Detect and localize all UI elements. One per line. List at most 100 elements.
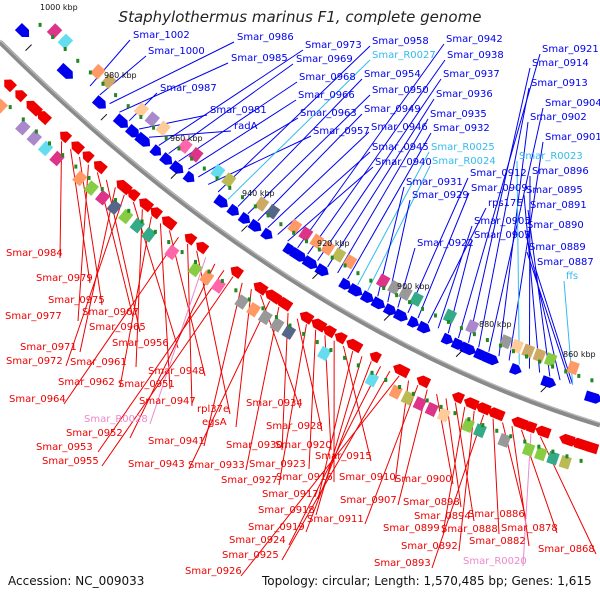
minor-tick <box>356 271 360 276</box>
minor-tick <box>63 47 67 52</box>
forward-gene-arrow <box>392 308 408 322</box>
scale-label: 860 kbp <box>563 350 596 359</box>
cog-category-block <box>221 172 237 188</box>
minor-tick <box>190 156 194 161</box>
cog-category-block <box>106 199 122 215</box>
reverse-gene-arrow <box>184 233 198 246</box>
label-connector <box>245 306 280 471</box>
reverse-gene-arrow <box>139 198 155 213</box>
scale-tick-major <box>455 350 463 358</box>
forward-gene-arrow <box>260 227 273 240</box>
label-connector <box>135 209 143 368</box>
cog-category-block <box>521 442 536 457</box>
minor-tick <box>317 247 321 252</box>
scale-tick-major <box>383 314 391 321</box>
minor-tick <box>114 93 118 98</box>
cog-category-block <box>254 196 270 212</box>
reverse-gene-arrow <box>487 407 506 422</box>
minor-tick <box>113 198 117 203</box>
gene-label: Smar_0914 <box>532 58 589 69</box>
gene-labels: Smar_1002 Smar_1000 Smar_0986 Smar_0985 Smar… <box>5 30 600 577</box>
gene-label: radA <box>234 121 258 132</box>
minor-tick <box>467 417 471 422</box>
gene-label: Smar_0920 <box>275 440 332 451</box>
forward-gene-arrow <box>237 211 251 224</box>
reverse-gene-arrow <box>93 160 108 175</box>
cog-category-block <box>364 372 380 388</box>
minor-tick <box>370 370 374 375</box>
cog-category-block <box>72 170 88 187</box>
reverse-gene-arrow <box>253 281 269 296</box>
minor-tick <box>167 240 171 245</box>
minor-tick <box>34 129 38 134</box>
minor-tick <box>180 250 184 255</box>
label-connector <box>417 192 470 319</box>
cog-category-block <box>83 180 99 196</box>
cog-category-block <box>473 423 487 439</box>
label-connector <box>119 62 229 113</box>
map-title: Staphylothermus marinus F1, complete gen… <box>118 8 482 26</box>
label-connector <box>508 141 544 361</box>
forward-gene-arrow <box>56 62 73 79</box>
reverse-gene-arrow <box>276 297 294 312</box>
label-connector <box>516 160 520 365</box>
minor-tick <box>577 373 581 378</box>
reverse-gene-arrow <box>535 425 552 439</box>
cog-category-block <box>465 319 480 335</box>
minor-tick <box>495 428 499 433</box>
gene-label: Smar_0972 <box>6 356 63 367</box>
gene-label: Smar_0889 <box>529 242 586 253</box>
label-connector <box>527 209 551 377</box>
gene-label: Smar_0894 <box>414 511 471 522</box>
label-connector <box>492 418 500 535</box>
label-connector <box>528 175 531 369</box>
label-connector <box>327 98 435 268</box>
gene-label: Smar_0981 <box>210 105 267 116</box>
cog-category-block <box>398 285 413 301</box>
label-connector <box>138 114 208 130</box>
cog-category-block <box>95 189 111 206</box>
reverse-gene-arrow <box>71 141 85 155</box>
minor-tick <box>420 306 424 311</box>
gene-label: Smar_0900 <box>395 474 452 485</box>
cog-category-block <box>257 309 273 326</box>
minor-tick <box>101 81 105 86</box>
reverse-gene-arrow <box>161 216 178 231</box>
gene-label: Smar_0971 <box>20 342 77 353</box>
minor-tick <box>61 153 65 158</box>
gene-label: Smar_0923 <box>249 459 306 470</box>
minor-tick <box>87 175 91 180</box>
minor-tick <box>302 331 306 336</box>
gene-label: Smar_0975 <box>48 295 105 306</box>
minor-tick <box>590 378 594 383</box>
minor-tick <box>453 411 457 416</box>
label-connector <box>159 223 171 390</box>
minor-tick <box>253 204 257 209</box>
gene-label: Smar_0907 <box>340 495 397 506</box>
gene-label: Smar_0887 <box>537 257 594 268</box>
gene-label: Smar_0973 <box>305 40 362 51</box>
gene-label: Smar_0921 <box>542 44 599 55</box>
reverse-gene-arrow <box>452 392 465 404</box>
minor-tick <box>139 115 143 120</box>
label-connector <box>188 99 297 170</box>
gene-label: Smar_0890 <box>527 220 584 231</box>
gene-label: Smar_0967 <box>82 307 139 318</box>
minor-tick <box>228 185 232 190</box>
label-connector <box>307 59 446 255</box>
gene-label: Smar_R0023 <box>519 151 583 162</box>
minor-tick <box>153 229 157 234</box>
gene-label: Smar_0915 <box>315 451 372 462</box>
gene-label: Smar_0946 <box>371 122 428 133</box>
label-connector <box>227 59 371 200</box>
gene-label: Smar_0941 <box>148 436 205 447</box>
forward-gene-arrow <box>289 246 307 262</box>
minor-tick <box>127 208 131 213</box>
cog-category-block <box>409 291 424 307</box>
reverse-gene-arrow <box>196 241 210 255</box>
minor-tick <box>202 166 206 171</box>
minor-tick <box>241 195 245 200</box>
label-connector <box>317 78 442 261</box>
label-connector <box>65 194 125 367</box>
reverse-gene-arrow <box>150 207 163 220</box>
